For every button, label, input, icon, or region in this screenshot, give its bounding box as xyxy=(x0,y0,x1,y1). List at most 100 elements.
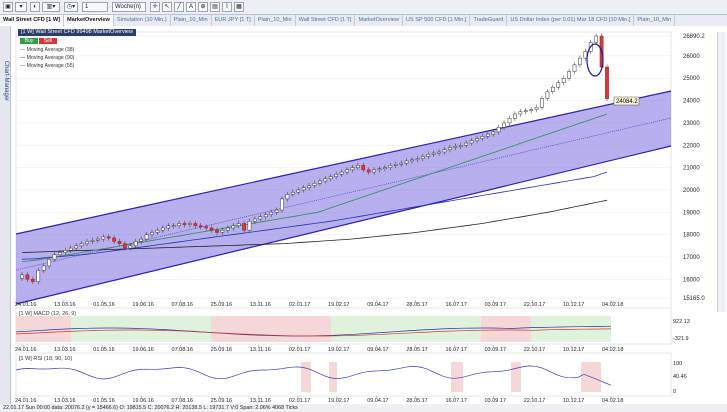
candle xyxy=(366,169,371,173)
macd-band xyxy=(71,316,211,342)
indicator-icon[interactable]: ⌇ xyxy=(222,2,232,12)
candle xyxy=(209,227,214,231)
candle xyxy=(225,227,230,231)
x-tick-label: 04.02.18 xyxy=(602,347,623,353)
macd-lines xyxy=(15,325,612,337)
y-tick-label: 17000 xyxy=(683,255,700,261)
tab-plain-10-min-3[interactable]: Plain_10_Min xyxy=(634,15,676,26)
candle xyxy=(578,57,582,66)
interval-input[interactable]: 1 xyxy=(82,2,108,12)
period-select[interactable]: Woche(n) xyxy=(112,2,146,12)
price-scrollbar[interactable] xyxy=(717,32,726,312)
candle xyxy=(101,236,106,240)
y-tick-label: 22000 xyxy=(683,143,700,149)
candle xyxy=(198,225,203,228)
candle xyxy=(182,223,187,225)
candle xyxy=(377,168,382,171)
grid-icon[interactable]: ▦ xyxy=(234,2,244,12)
candle xyxy=(561,77,566,83)
chart-manager-panel[interactable]: Chart-Manager xyxy=(0,26,11,412)
y-tick-label: 15165.0 xyxy=(683,296,705,302)
candle xyxy=(258,216,263,220)
candle xyxy=(106,236,111,239)
rsi-curve xyxy=(15,365,612,386)
candle xyxy=(95,238,100,241)
candle xyxy=(144,234,149,240)
candle xyxy=(529,109,534,111)
candle xyxy=(458,145,463,147)
x-tick-label: 13.03.16 xyxy=(54,398,75,404)
chart-type-icon[interactable]: ▥▾ xyxy=(42,2,60,12)
tab-plain-10-min-2[interactable]: Plain_10_Min xyxy=(255,15,296,26)
candle xyxy=(485,133,490,137)
candle xyxy=(150,232,154,235)
tab-sp500[interactable]: US SP 500 CFD [1 Min.] xyxy=(403,15,471,26)
tab-eur-jpy[interactable]: EUR JPY [1 T] xyxy=(212,15,255,26)
candle xyxy=(312,183,317,186)
save-icon[interactable]: ▣ xyxy=(3,2,13,12)
candle xyxy=(193,223,198,226)
price-chart-svg[interactable]: 26890.2 26000 25000 24000 23000 22000 21000 200… xyxy=(11,26,727,404)
rsi-panel xyxy=(15,352,672,397)
rsi-band xyxy=(511,362,521,392)
x-tick-label: 13.03.16 xyxy=(54,302,75,308)
candle xyxy=(431,152,436,155)
tab-tradeguard[interactable]: TradeGuard xyxy=(470,15,508,26)
tab-wall-street-weekly[interactable]: Wall Street CFD [1 W] xyxy=(0,15,64,26)
y-tick-label: 26890.2 xyxy=(683,34,705,40)
tab-wall-street-daily[interactable]: Wall Street CFD [1 T] xyxy=(296,15,356,26)
tab-plain-10-min[interactable]: Plain_10_Min xyxy=(171,15,212,26)
x-tick-label: 24.01.16 xyxy=(15,398,36,404)
candles-group xyxy=(20,33,609,285)
x-tick-label: 24.01.16 xyxy=(15,347,36,353)
macd-x-axis: 24.01.16 13.03.16 01.05.16 19.06.16 07.08.16… xyxy=(15,345,623,353)
candle xyxy=(534,107,539,110)
x-tick-label: 01.05.16 xyxy=(93,302,114,308)
tab-simulation[interactable]: Simulation (10 Min.) xyxy=(114,15,171,26)
y-tick-label: 19000 xyxy=(683,210,700,216)
highlight-ellipse xyxy=(586,43,604,77)
trend-channel-fill xyxy=(16,91,671,304)
sell-button[interactable]: Sell xyxy=(39,38,57,44)
draw-line-icon[interactable]: ╱ xyxy=(174,2,184,12)
tab-market-overview[interactable]: MarketOverview xyxy=(63,15,114,26)
candle xyxy=(139,238,144,242)
candle xyxy=(420,156,425,159)
candle xyxy=(523,110,528,113)
x-tick-label: 09.04.17 xyxy=(367,398,388,404)
chart-area[interactable]: 26890.2 26000 25000 24000 23000 22000 21000 200… xyxy=(11,26,727,412)
price-y-axis: 26890.2 26000 25000 24000 23000 22000 21000 200… xyxy=(683,34,705,302)
text-tool-icon[interactable]: A xyxy=(186,2,196,12)
candle xyxy=(540,98,544,108)
chart-settings-icon[interactable]: ▤ xyxy=(210,2,220,12)
candle xyxy=(448,147,452,150)
candle xyxy=(166,225,171,229)
x-tick-label: 13.03.16 xyxy=(54,347,75,353)
color-palette-icon[interactable]: ◐ xyxy=(30,2,40,12)
x-tick-label: 09.04.17 xyxy=(367,347,388,353)
rsi-band xyxy=(451,362,463,392)
macd-value-low: -321.9 xyxy=(673,336,689,342)
legend-ma-55: — Moving Average (55) xyxy=(20,63,75,69)
pointer-icon[interactable]: ↖ xyxy=(162,2,172,12)
x-tick-label: 07.08.16 xyxy=(172,302,193,308)
buy-button[interactable]: Buy xyxy=(20,38,38,44)
candle xyxy=(47,258,51,267)
candle xyxy=(550,86,555,92)
ma-90-line xyxy=(21,199,608,253)
rsi-value-100: 100 xyxy=(673,361,682,367)
current-price-box xyxy=(613,96,640,106)
candle xyxy=(36,270,41,282)
tab-market-overview-2[interactable]: MarketOverview xyxy=(355,15,403,26)
candle xyxy=(567,71,571,79)
y-tick-label: 21000 xyxy=(683,166,700,172)
candle xyxy=(594,35,599,43)
open-menu-icon[interactable]: ▾ xyxy=(15,2,27,12)
clock-icon[interactable]: ◷▾ xyxy=(64,2,78,12)
zoom-icon[interactable]: ⊕ xyxy=(198,2,208,12)
crosshair-icon[interactable]: ✛ xyxy=(150,2,160,12)
x-tick-label: 19.02.17 xyxy=(328,347,349,353)
tab-dollar-index[interactable]: US Dollar Index (per 0.01) Mar 18 CFD [1… xyxy=(507,15,635,26)
x-tick-label: 19.02.17 xyxy=(328,302,349,308)
x-tick-label: 07.08.16 xyxy=(172,347,193,353)
